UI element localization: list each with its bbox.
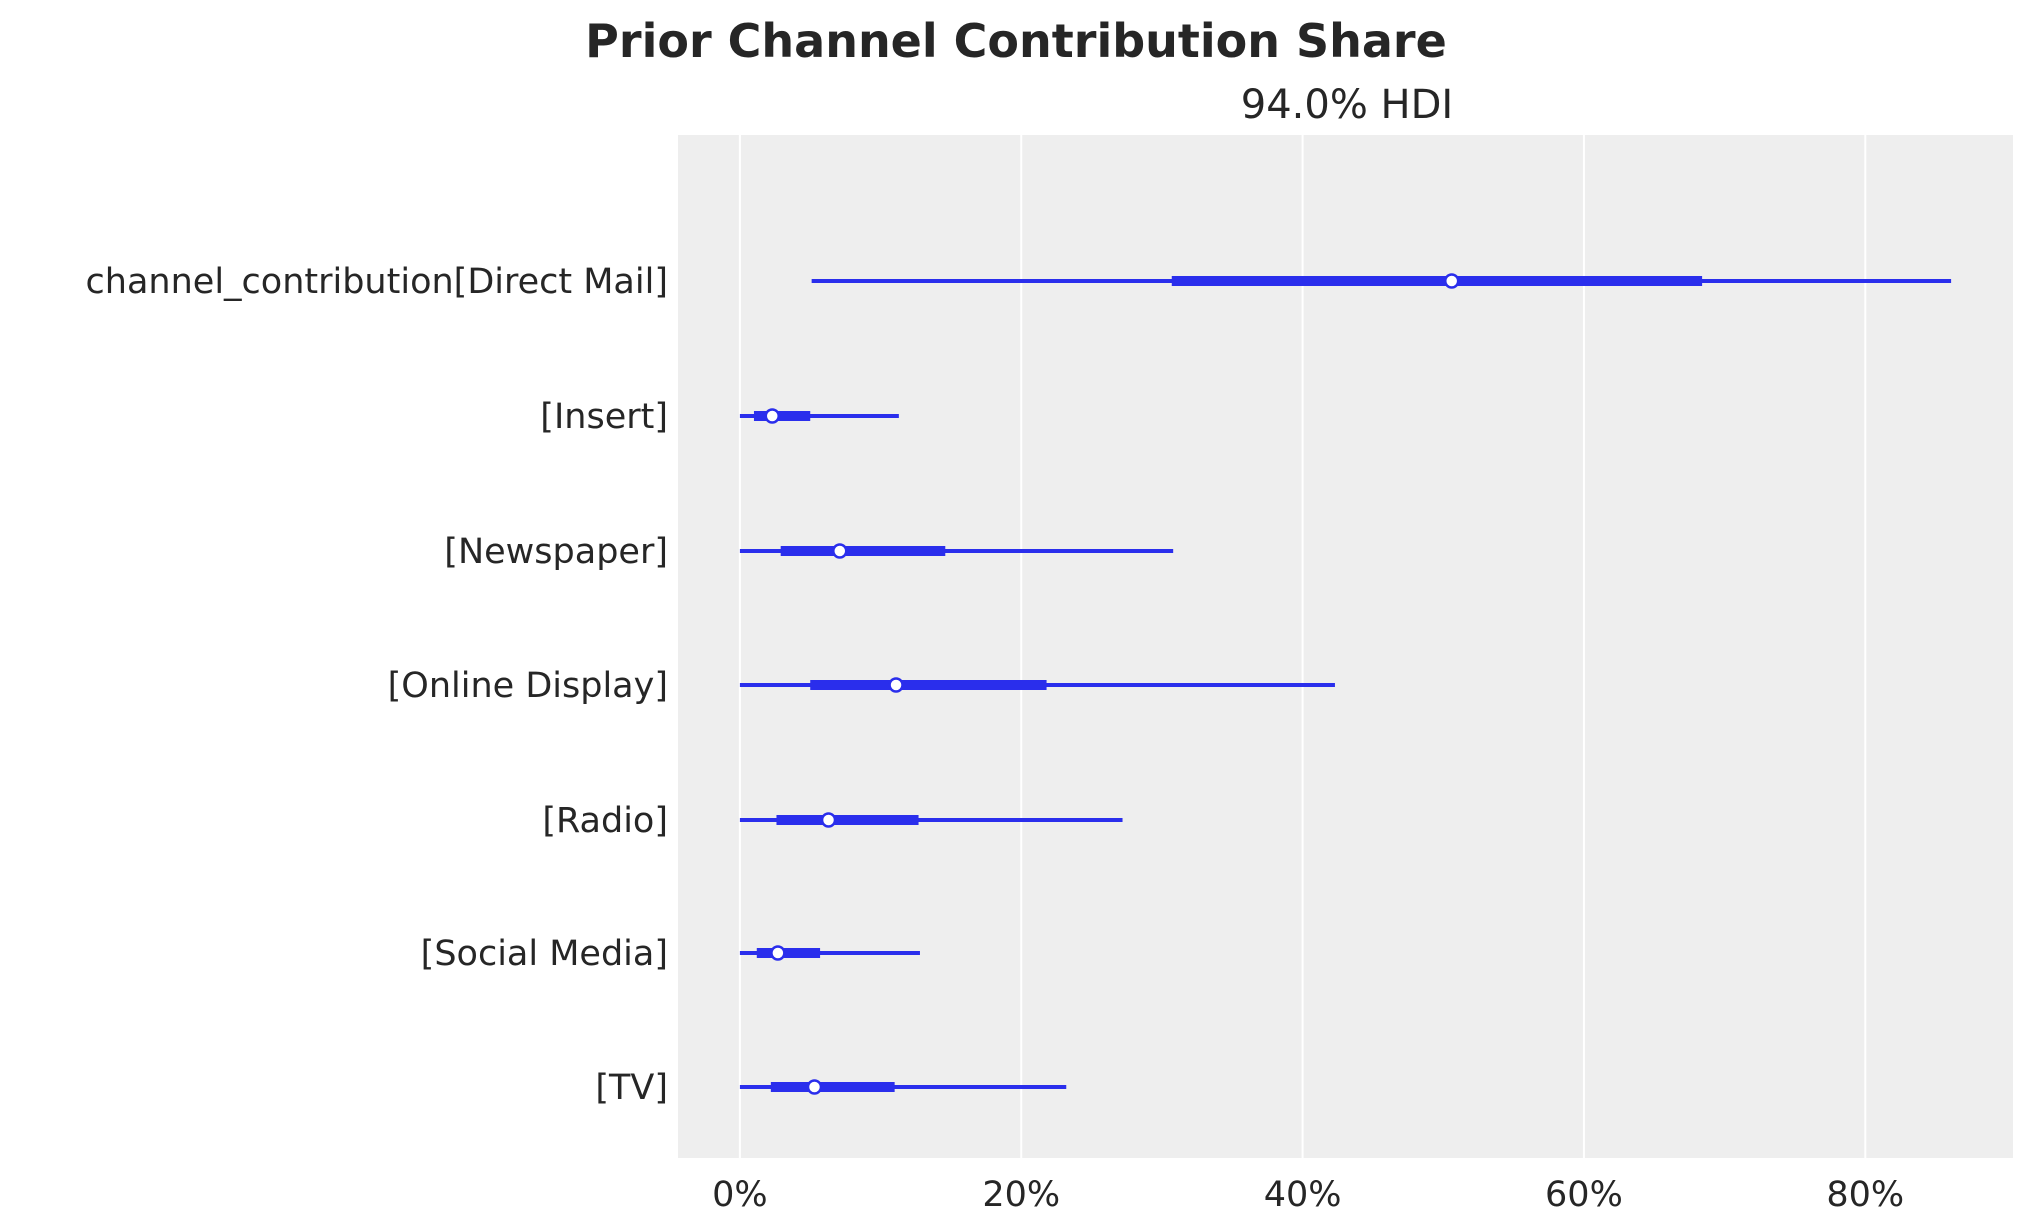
median-point	[806, 1079, 823, 1095]
median-point	[1443, 273, 1460, 289]
x-tick-label: 20%	[982, 1175, 1060, 1215]
y-tick-label: channel_contribution[Direct Mail]	[86, 262, 668, 302]
median-point	[888, 677, 904, 693]
x-tick-label: 60%	[1545, 1175, 1623, 1215]
x-tick-label: 80%	[1826, 1175, 1904, 1215]
x-tick-label: 0%	[712, 1175, 768, 1215]
y-tick-label: [Online Display]	[388, 666, 668, 706]
x-tick-label: 40%	[1264, 1175, 1342, 1215]
y-tick-label: [TV]	[595, 1068, 668, 1108]
y-tick-label: [Insert]	[540, 397, 668, 437]
chart-subtitle: 94.0% HDI	[1241, 82, 1453, 128]
y-tick-label: [Radio]	[542, 801, 668, 841]
chart-title: Prior Channel Contribution Share	[585, 14, 1447, 68]
median-point	[832, 543, 848, 559]
y-tick-label: [Newspaper]	[444, 532, 668, 572]
median-point	[770, 945, 786, 961]
median-point	[820, 812, 837, 828]
median-point	[764, 408, 781, 424]
y-tick-label: [Social Media]	[421, 934, 668, 974]
plot-area	[678, 135, 2013, 1158]
